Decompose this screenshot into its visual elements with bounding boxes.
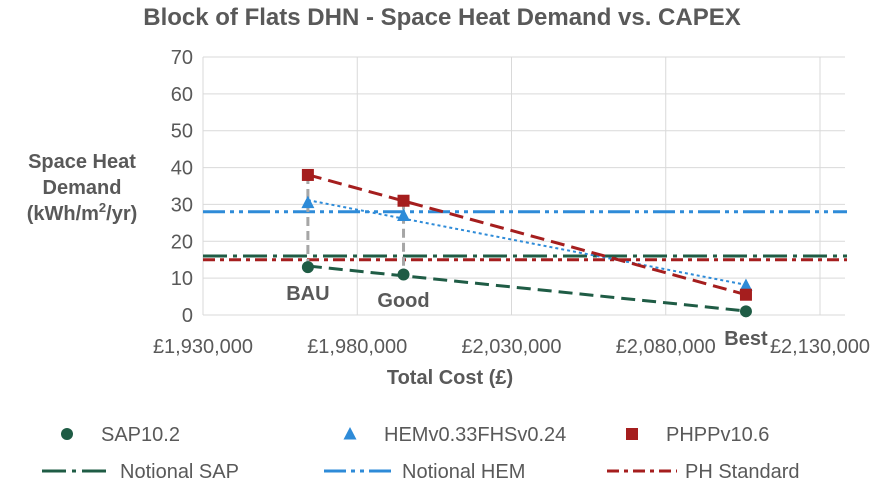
y-tick-label: 60	[171, 84, 193, 106]
y-axis-title-unit-end: /yr)	[106, 203, 137, 225]
legend-marker	[61, 428, 73, 440]
drop-lines	[306, 174, 406, 275]
trend-line	[307, 264, 747, 313]
y-axis-title-unit-start: (kWh/m	[27, 203, 99, 225]
y-tick-label: 70	[171, 47, 193, 69]
data-point	[739, 278, 753, 292]
legend-marker	[343, 427, 357, 440]
point-annotation: BAU	[286, 283, 329, 305]
point-annotation: Good	[377, 290, 429, 312]
data-markers	[301, 168, 753, 318]
y-tick-label: 30	[171, 194, 193, 216]
x-tick-labels: £1,930,000 £1,980,000 £2,030,000 £2,080,000…	[153, 336, 870, 358]
y-tick-label: 20	[171, 231, 193, 253]
legend-marker	[626, 428, 638, 440]
data-point	[397, 208, 411, 221]
grid	[202, 56, 845, 316]
legend-label: HEMv0.33FHSv0.24	[384, 424, 566, 446]
y-axis-title-line-2: Demand	[43, 177, 122, 199]
y-tick-label: 10	[171, 268, 193, 290]
data-point	[397, 194, 410, 207]
chart-title: Block of Flats DHN - Space Heat Demand v…	[143, 4, 741, 31]
data-point	[397, 268, 410, 281]
data-point	[301, 261, 314, 274]
y-axis-title: Space Heat Demand (kWh/m2/yr)	[27, 151, 138, 225]
trend-line	[307, 173, 747, 297]
data-point	[739, 288, 752, 301]
x-tick-label: £2,130,000	[770, 336, 870, 358]
y-axis-title-line-3: (kWh/m2/yr)	[27, 200, 138, 225]
x-tick-label: £2,080,000	[616, 336, 716, 358]
y-axis-title-superscript: 2	[99, 200, 106, 215]
point-annotation: Best	[724, 328, 768, 350]
x-tick-label: £2,030,000	[461, 336, 561, 358]
legend-label: SAP10.2	[101, 424, 180, 446]
data-point	[301, 168, 314, 181]
legend-label: Notional SAP	[120, 461, 239, 483]
data-point	[739, 305, 752, 318]
legend: SAP10.2 HEMv0.33FHSv0.24 PHPPv10.6 Notional…	[42, 424, 800, 483]
trend-lines	[307, 173, 747, 313]
y-axis-title-line-1: Space Heat	[28, 151, 136, 173]
point-annotations: BAU Good Best	[286, 283, 768, 350]
y-tick-label: 40	[171, 158, 193, 180]
y-tick-labels: 0 10 20 30 40 50 60 70	[171, 47, 193, 327]
x-axis-title: Total Cost (£)	[387, 367, 513, 389]
x-tick-label: £1,980,000	[307, 336, 407, 358]
trend-line	[307, 199, 747, 286]
legend-label: PH Standard	[685, 461, 800, 483]
legend-label: Notional HEM	[402, 461, 525, 483]
y-tick-label: 50	[171, 121, 193, 143]
reference-lines	[203, 210, 847, 262]
y-tick-label: 0	[182, 305, 193, 327]
data-point	[301, 195, 315, 209]
legend-label: PHPPv10.6	[666, 424, 769, 446]
x-tick-label: £1,930,000	[153, 336, 253, 358]
